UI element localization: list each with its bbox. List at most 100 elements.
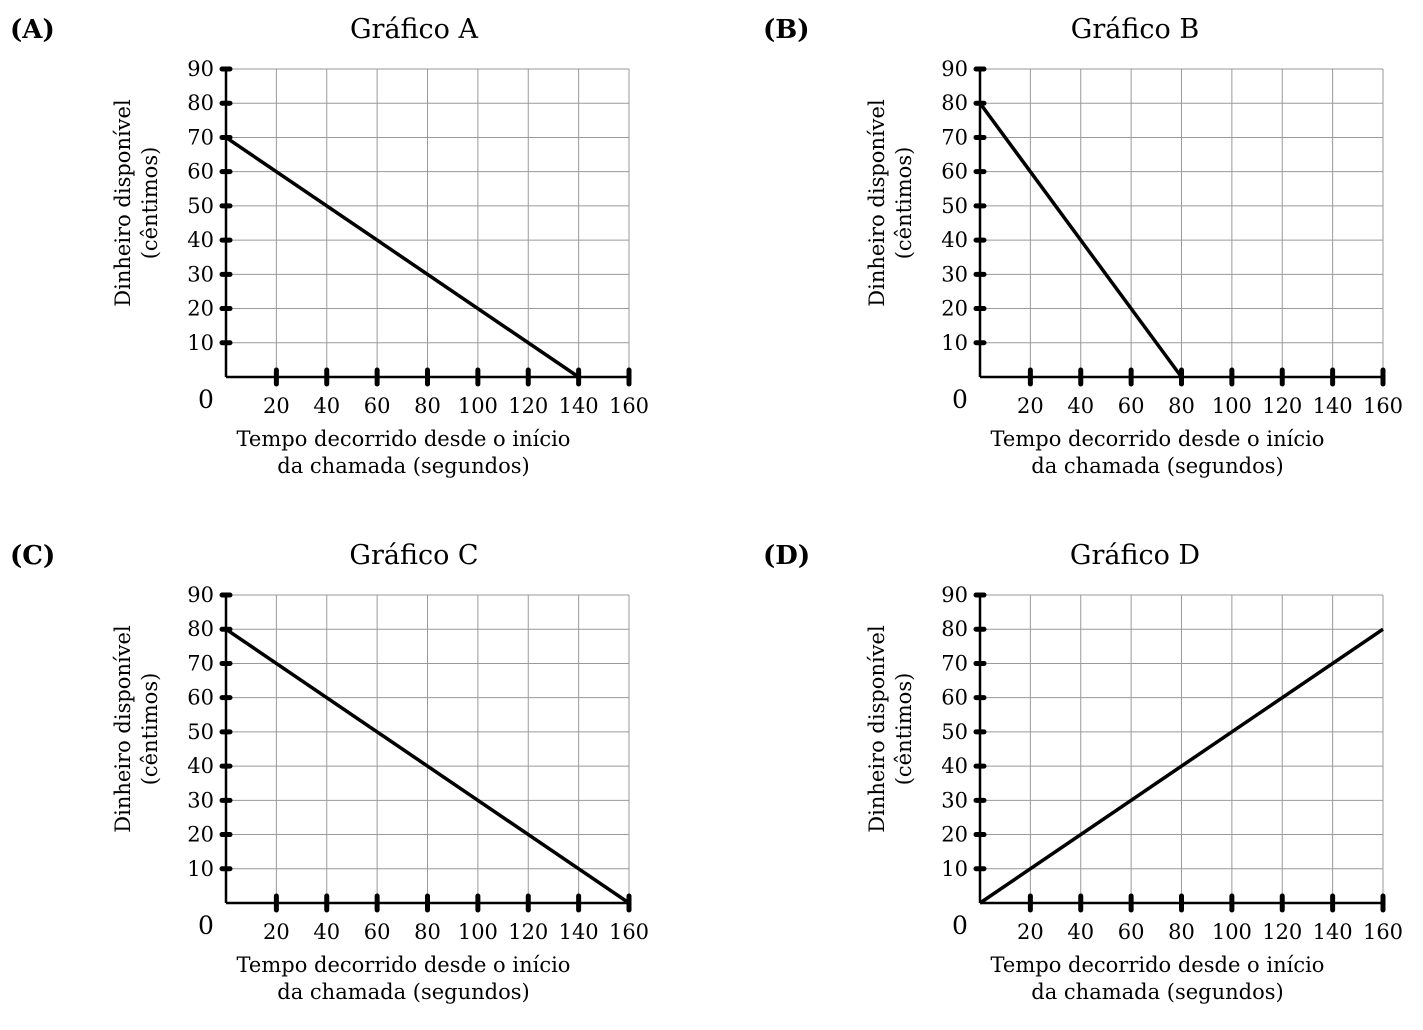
chart-panel: (B) Gráfico B 10 20 30 40 50 60 70 80 90 20 40 60 80 10… bbox=[763, 14, 1403, 478]
x-axis-label: da chamada (segundos) bbox=[277, 980, 529, 1004]
x-tick-label: 80 bbox=[1168, 394, 1195, 418]
y-tick-label: 40 bbox=[941, 228, 968, 252]
y-tick-label: 40 bbox=[187, 754, 214, 778]
y-tick-label: 20 bbox=[187, 297, 214, 321]
x-tick-label: 60 bbox=[364, 394, 391, 418]
chart-panel: (A) Gráfico A 10 20 30 40 50 60 70 80 90 20 40 60 80 10… bbox=[10, 14, 649, 478]
y-tick-label: 80 bbox=[941, 91, 968, 115]
x-axis-label: Tempo decorrido desde o início bbox=[237, 427, 571, 451]
x-tick-label: 140 bbox=[1313, 394, 1353, 418]
x-tick-label: 160 bbox=[1363, 394, 1403, 418]
y-axis-label: (cêntimos) bbox=[892, 673, 916, 786]
y-tick-label: 10 bbox=[941, 857, 968, 881]
x-tick-label: 80 bbox=[414, 920, 441, 944]
y-tick-label: 70 bbox=[187, 651, 214, 675]
y-tick-label: 20 bbox=[941, 823, 968, 847]
x-tick-label: 20 bbox=[1017, 920, 1044, 944]
y-tick-label: 30 bbox=[187, 262, 214, 286]
chart-title: Gráfico D bbox=[1070, 540, 1200, 571]
x-tick-label: 160 bbox=[609, 920, 649, 944]
y-tick-label: 10 bbox=[187, 331, 214, 355]
x-tick-label: 20 bbox=[263, 394, 290, 418]
y-tick-label: 80 bbox=[187, 617, 214, 641]
series-line bbox=[979, 627, 1384, 905]
y-tick-label: 50 bbox=[941, 194, 968, 218]
x-tick-label: 40 bbox=[313, 394, 340, 418]
x-axis-label: Tempo decorrido desde o início bbox=[991, 427, 1325, 451]
y-tick-label: 30 bbox=[187, 788, 214, 812]
chart-panel: (C) Gráfico C 10 20 30 40 50 60 70 80 90 20 40 60 80 10… bbox=[10, 540, 649, 1004]
origin-label: 0 bbox=[952, 911, 968, 940]
panel-label: (D) bbox=[763, 541, 810, 571]
x-tick-label: 140 bbox=[559, 394, 599, 418]
y-tick-label: 50 bbox=[187, 194, 214, 218]
origin-label: 0 bbox=[198, 911, 214, 940]
x-tick-label: 60 bbox=[1118, 394, 1145, 418]
y-tick-label: 90 bbox=[941, 57, 968, 81]
y-tick-label: 30 bbox=[941, 788, 968, 812]
x-tick-label: 100 bbox=[458, 394, 498, 418]
origin-label: 0 bbox=[198, 385, 214, 414]
y-tick-label: 90 bbox=[941, 583, 968, 607]
x-tick-label: 120 bbox=[508, 394, 548, 418]
panel-label: (C) bbox=[10, 541, 55, 571]
y-tick-label: 90 bbox=[187, 57, 214, 81]
y-axis-label: Dinheiro disponível bbox=[111, 99, 135, 307]
x-tick-label: 120 bbox=[1262, 920, 1302, 944]
y-tick-label: 10 bbox=[187, 857, 214, 881]
x-tick-label: 80 bbox=[1168, 920, 1195, 944]
y-axis-label: (cêntimos) bbox=[892, 147, 916, 260]
origin-label: 0 bbox=[952, 385, 968, 414]
y-tick-label: 60 bbox=[941, 686, 968, 710]
x-axis-label: da chamada (segundos) bbox=[277, 454, 529, 478]
y-tick-label: 20 bbox=[187, 823, 214, 847]
x-tick-label: 140 bbox=[1313, 920, 1353, 944]
x-tick-label: 100 bbox=[458, 920, 498, 944]
x-tick-label: 60 bbox=[364, 920, 391, 944]
x-tick-label: 80 bbox=[414, 394, 441, 418]
x-tick-label: 160 bbox=[1363, 920, 1403, 944]
x-tick-label: 20 bbox=[1017, 394, 1044, 418]
y-tick-label: 80 bbox=[187, 91, 214, 115]
y-tick-label: 60 bbox=[187, 160, 214, 184]
x-tick-label: 120 bbox=[508, 920, 548, 944]
x-tick-label: 140 bbox=[559, 920, 599, 944]
x-tick-label: 40 bbox=[1067, 394, 1094, 418]
y-axis-label: (cêntimos) bbox=[138, 147, 162, 260]
y-tick-label: 30 bbox=[941, 262, 968, 286]
chart-title: Gráfico B bbox=[1071, 14, 1199, 45]
y-tick-label: 60 bbox=[941, 160, 968, 184]
y-tick-label: 70 bbox=[941, 125, 968, 149]
x-axis-label: Tempo decorrido desde o início bbox=[991, 953, 1325, 977]
series-line bbox=[225, 627, 630, 905]
y-tick-label: 10 bbox=[941, 331, 968, 355]
y-tick-label: 70 bbox=[187, 125, 214, 149]
x-tick-label: 60 bbox=[1118, 920, 1145, 944]
y-tick-label: 90 bbox=[187, 583, 214, 607]
chart-title: Gráfico A bbox=[350, 14, 479, 45]
x-tick-label: 160 bbox=[609, 394, 649, 418]
y-tick-label: 50 bbox=[941, 720, 968, 744]
y-tick-label: 20 bbox=[941, 297, 968, 321]
y-axis-label: (cêntimos) bbox=[138, 673, 162, 786]
x-axis-label: Tempo decorrido desde o início bbox=[237, 953, 571, 977]
y-tick-label: 70 bbox=[941, 651, 968, 675]
chart-title: Gráfico C bbox=[349, 540, 478, 571]
y-tick-label: 40 bbox=[187, 228, 214, 252]
x-axis-label: da chamada (segundos) bbox=[1031, 980, 1283, 1004]
y-tick-label: 50 bbox=[187, 720, 214, 744]
chart-panel: (D) Gráfico D 10 20 30 40 50 60 70 80 90 20 40 60 80 10… bbox=[763, 540, 1403, 1004]
y-tick-label: 80 bbox=[941, 617, 968, 641]
x-tick-label: 120 bbox=[1262, 394, 1302, 418]
x-tick-label: 40 bbox=[313, 920, 340, 944]
panel-label: (A) bbox=[10, 15, 55, 45]
panel-label: (B) bbox=[763, 15, 810, 45]
x-axis-label: da chamada (segundos) bbox=[1031, 454, 1283, 478]
x-tick-label: 100 bbox=[1212, 920, 1252, 944]
series-line bbox=[225, 135, 580, 379]
y-axis-label: Dinheiro disponível bbox=[111, 625, 135, 833]
y-axis-label: Dinheiro disponível bbox=[865, 625, 889, 833]
y-tick-label: 60 bbox=[187, 686, 214, 710]
series-line bbox=[978, 102, 1183, 379]
